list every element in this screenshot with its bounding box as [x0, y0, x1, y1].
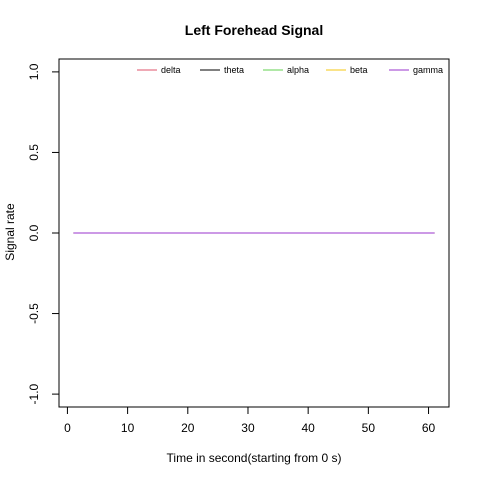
legend-label-gamma: gamma: [413, 65, 443, 75]
chart-title: Left Forehead Signal: [185, 22, 323, 38]
x-axis-label: Time in second(starting from 0 s): [167, 451, 342, 465]
x-tick-label: 40: [301, 421, 315, 435]
y-tick-label: -1.0: [27, 383, 41, 404]
x-tick-label: 30: [241, 421, 255, 435]
x-tick-label: 10: [121, 421, 135, 435]
y-tick-label: -0.5: [27, 303, 41, 324]
y-axis-label: Signal rate: [3, 203, 17, 261]
x-axis: 0 10 20 30 40 50 60: [64, 406, 436, 435]
legend: delta theta alpha beta gamma: [137, 65, 443, 75]
y-tick-label: 0.0: [27, 224, 41, 241]
y-tick-label: 0.5: [27, 144, 41, 161]
y-axis: -1.0 -0.5 0.0 0.5 1.0: [27, 63, 60, 404]
y-tick-label: 1.0: [27, 63, 41, 80]
x-tick-label: 20: [181, 421, 195, 435]
legend-label-beta: beta: [350, 65, 368, 75]
x-tick-label: 60: [422, 421, 436, 435]
x-tick-label: 50: [362, 421, 376, 435]
legend-label-delta: delta: [161, 65, 181, 75]
x-tick-label: 0: [64, 421, 71, 435]
legend-label-alpha: alpha: [287, 65, 309, 75]
legend-label-theta: theta: [224, 65, 244, 75]
